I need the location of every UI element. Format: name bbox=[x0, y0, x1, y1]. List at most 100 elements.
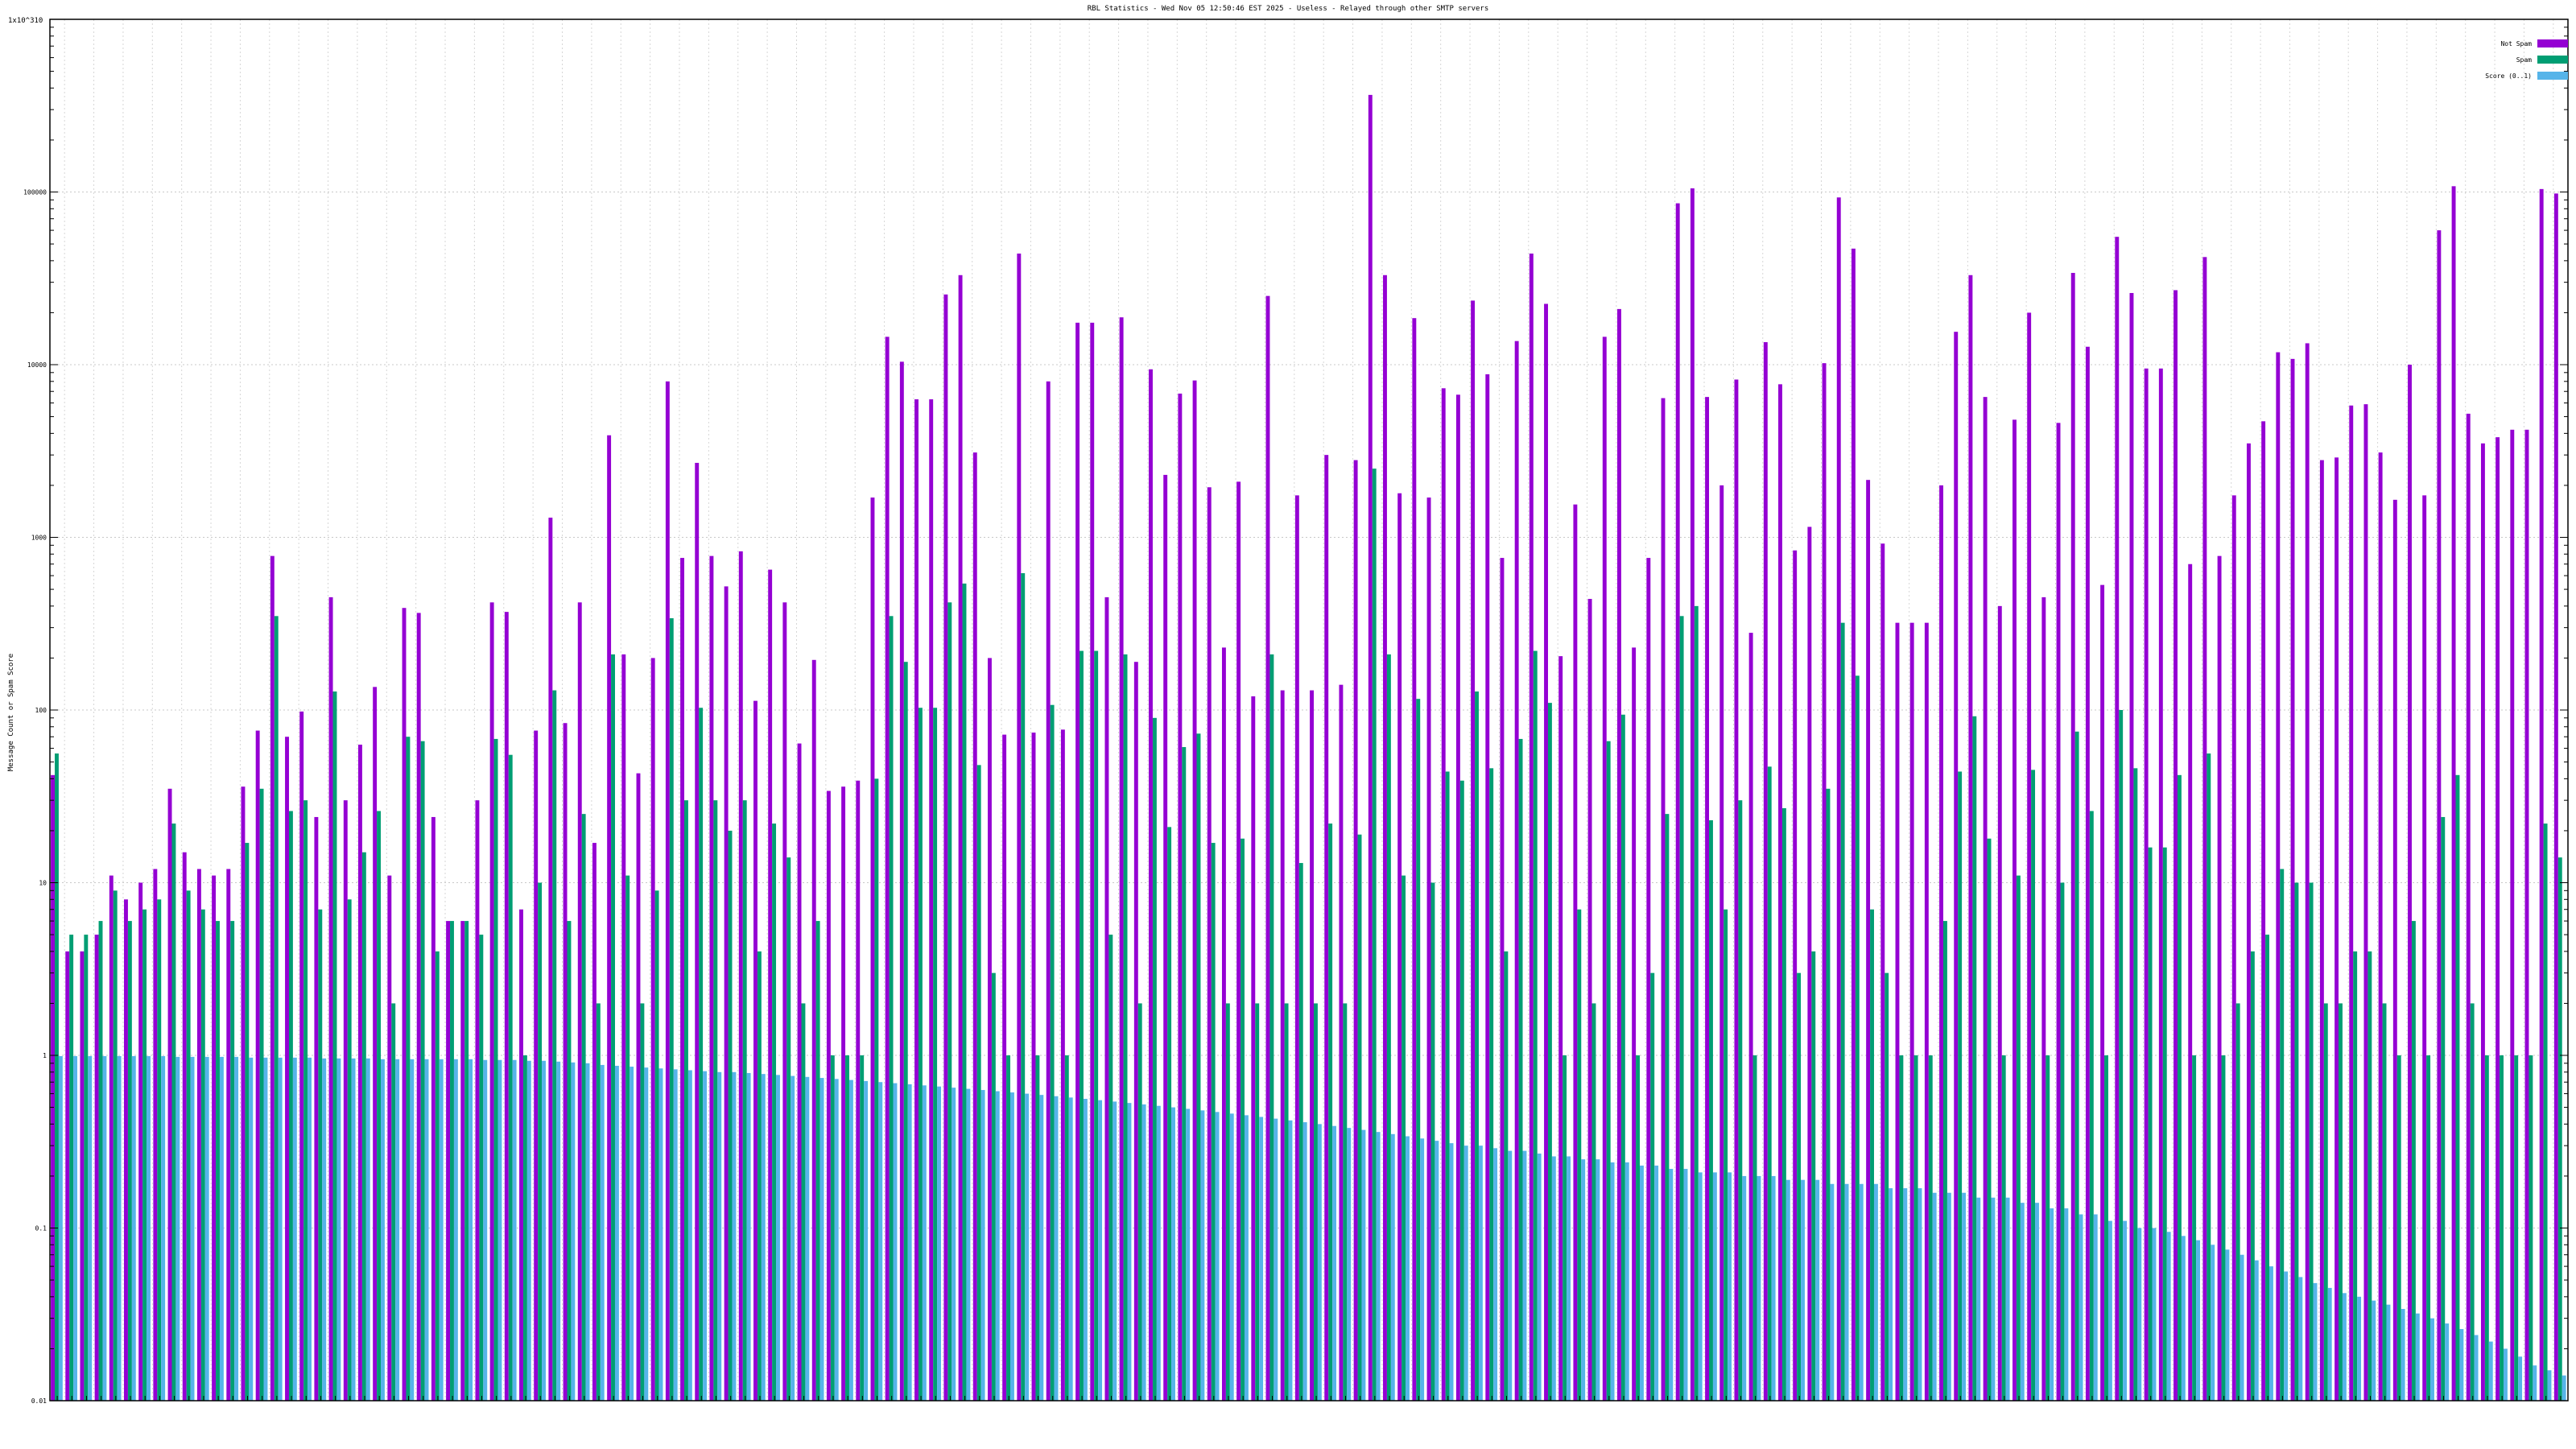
bar-score bbox=[1406, 1136, 1410, 1401]
bar-not-spam bbox=[1616, 308, 1621, 1401]
bar-not-spam bbox=[2276, 352, 2281, 1401]
bar-not-spam bbox=[2524, 429, 2529, 1402]
bar-not-spam bbox=[1426, 497, 1431, 1401]
bar-not-spam bbox=[650, 658, 655, 1401]
bar-spam bbox=[1255, 1003, 1260, 1401]
bar-spam bbox=[142, 909, 147, 1401]
bar-spam bbox=[127, 921, 132, 1401]
bar-not-spam bbox=[856, 780, 861, 1401]
bar-not-spam bbox=[328, 597, 333, 1401]
bar-score bbox=[1171, 1107, 1175, 1401]
bar-spam bbox=[508, 754, 513, 1401]
bar-score bbox=[1141, 1104, 1146, 1401]
bar-spam bbox=[1182, 747, 1187, 1401]
bar-not-spam bbox=[1294, 495, 1299, 1401]
bar-score bbox=[2518, 1356, 2523, 1401]
bar-score bbox=[1596, 1159, 1600, 1401]
bar-not-spam bbox=[1368, 94, 1373, 1401]
bar-not-spam bbox=[2013, 419, 2017, 1401]
bar-score bbox=[2562, 1375, 2566, 1401]
bar-spam bbox=[713, 800, 718, 1401]
bar-spam bbox=[1050, 704, 1055, 1401]
bar-spam bbox=[918, 708, 923, 1401]
bar-score bbox=[249, 1057, 254, 1401]
bar-spam bbox=[933, 708, 938, 1401]
bar-spam bbox=[815, 921, 820, 1401]
bar-spam bbox=[1372, 469, 1377, 1401]
bar-not-spam bbox=[1075, 322, 1080, 1401]
bar-spam bbox=[332, 691, 337, 1401]
bar-score bbox=[1478, 1146, 1483, 1401]
bar-score bbox=[234, 1056, 239, 1401]
bar-spam bbox=[1402, 875, 1406, 1401]
bar-not-spam bbox=[2553, 193, 2558, 1402]
bar-not-spam bbox=[958, 275, 963, 1401]
bar-not-spam bbox=[607, 435, 612, 1402]
bar-score bbox=[1624, 1162, 1629, 1401]
y-tick-label: 10 bbox=[39, 880, 47, 887]
bar-not-spam bbox=[695, 462, 700, 1402]
bar-spam bbox=[1196, 733, 1201, 1401]
bar-spam bbox=[538, 882, 543, 1401]
bar-not-spam bbox=[1778, 384, 1782, 1401]
bar-spam bbox=[889, 616, 894, 1401]
bar-not-spam bbox=[753, 700, 758, 1401]
bar-spam bbox=[1650, 972, 1655, 1401]
bar-score bbox=[2181, 1236, 2186, 1401]
bar-spam bbox=[2455, 774, 2460, 1401]
chart-title: RBL Statistics - Wed Nov 05 12:50:46 EST… bbox=[1088, 5, 1489, 13]
bar-spam bbox=[1445, 771, 1450, 1401]
bar-not-spam bbox=[680, 558, 685, 1402]
bar-score bbox=[1361, 1129, 1366, 1401]
bar-score bbox=[2327, 1287, 2332, 1401]
bar-not-spam bbox=[153, 869, 158, 1401]
bar-spam bbox=[1899, 1055, 1904, 1401]
bar-spam bbox=[406, 737, 411, 1401]
bar-not-spam bbox=[299, 711, 304, 1401]
bar-not-spam bbox=[226, 869, 231, 1401]
bar-spam bbox=[157, 899, 162, 1401]
bar-score bbox=[980, 1090, 985, 1401]
bar-score bbox=[497, 1059, 502, 1401]
bar-not-spam bbox=[738, 551, 743, 1402]
bar-not-spam bbox=[1675, 203, 1680, 1402]
bar-score bbox=[322, 1058, 327, 1401]
bar-not-spam bbox=[2510, 429, 2515, 1402]
bar-score bbox=[1946, 1192, 1951, 1401]
bar-not-spam bbox=[1983, 397, 1988, 1401]
bar-score bbox=[1288, 1120, 1293, 1401]
bar-spam bbox=[640, 1003, 645, 1401]
bar-score bbox=[2064, 1208, 2069, 1401]
bar-spam bbox=[654, 890, 659, 1401]
bar-not-spam bbox=[2100, 584, 2105, 1401]
bar-score bbox=[1742, 1175, 1747, 1401]
bar-score bbox=[1435, 1141, 1439, 1401]
bar-score bbox=[73, 1055, 78, 1401]
bar-spam bbox=[1386, 654, 1391, 1401]
bar-spam bbox=[1665, 814, 1670, 1401]
bar-not-spam bbox=[65, 951, 70, 1401]
bar-spam bbox=[1225, 1003, 1230, 1401]
bar-not-spam bbox=[1661, 398, 1666, 1401]
y-tick-label: 1000 bbox=[31, 535, 47, 542]
bar-score bbox=[2005, 1197, 2010, 1401]
bar-spam bbox=[2339, 1003, 2343, 1401]
bar-score bbox=[1463, 1146, 1468, 1401]
bar-not-spam bbox=[885, 336, 890, 1401]
bar-spam bbox=[2500, 1055, 2504, 1401]
bar-spam bbox=[2133, 768, 2138, 1401]
bar-not-spam bbox=[1441, 388, 1446, 1401]
bar-score bbox=[1537, 1153, 1542, 1401]
bar-score bbox=[1259, 1117, 1264, 1401]
bar-spam bbox=[318, 909, 323, 1401]
bar-not-spam bbox=[1514, 341, 1519, 1401]
bar-score bbox=[644, 1067, 649, 1401]
bar-not-spam bbox=[577, 602, 582, 1401]
bar-spam bbox=[274, 616, 279, 1401]
bar-not-spam bbox=[1149, 369, 1153, 1402]
bar-spam bbox=[1826, 788, 1831, 1401]
bar-spam bbox=[1958, 771, 1963, 1401]
bar-score bbox=[1347, 1128, 1352, 1401]
bar-spam bbox=[245, 843, 250, 1401]
bar-score bbox=[88, 1055, 93, 1401]
